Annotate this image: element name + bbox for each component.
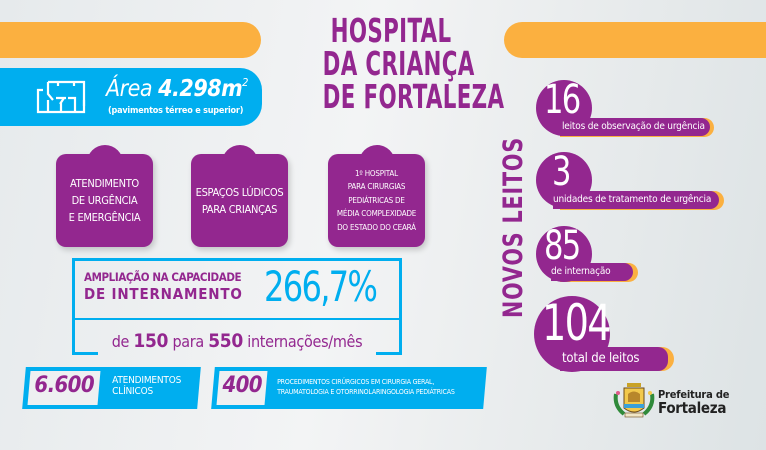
title-line-1: HOSPITAL (330, 11, 452, 50)
feature-card-play-spaces: ESPAÇOS LÚDICOS PARA CRIANÇAS (191, 145, 288, 247)
stat-number: 6.600 (34, 373, 95, 398)
bed-number: 104 (542, 294, 612, 352)
area-subtitle: (pavimentos térreo e superior) (108, 106, 244, 116)
stat-tag-clinical: 6.600 ATENDIMENTOS CLÍNICOS (22, 367, 201, 409)
capacity-percentage: 266,7% (264, 262, 378, 311)
coat-of-arms-icon (613, 383, 655, 418)
capacity-label-line2: DE INTERNAMENTO (84, 285, 243, 303)
bed-label: total de leitos (560, 347, 668, 371)
prefeitura-logo: Prefeitura de Fortaleza (612, 382, 742, 422)
new-beds-heading: NOVOS LEITOS (498, 105, 529, 318)
bed-number: 85 (544, 223, 581, 269)
bed-number: 3 (552, 149, 571, 195)
capacity-frame (72, 258, 402, 320)
orange-bar-left (0, 22, 261, 58)
sub-mid: para (172, 332, 204, 351)
feature-card-text: ESPAÇOS LÚDICOS PARA CRIANÇAS (195, 185, 284, 216)
feature-card-text: ATENDIMENTO DE URGÊNCIA E EMERGÊNCIA (68, 177, 141, 224)
capacity-frame-lower (72, 318, 402, 355)
capacity-label-line1: AMPLIAÇÃO NA CAPACIDADE (84, 270, 242, 284)
area-value: 4.298m (158, 76, 243, 102)
logo-line1: Prefeitura de (658, 388, 730, 401)
area-title: Área 4.298m2 (106, 76, 248, 102)
bed-number: 16 (544, 77, 581, 123)
bed-label: unidades de tratamento de urgência (553, 191, 719, 209)
capacity-from: 150 (133, 330, 169, 352)
bed-label: de internação (551, 263, 633, 281)
sub-prefix: de (111, 332, 130, 351)
new-beds-heading-text: NOVOS LEITOS (498, 136, 529, 318)
frame-corner-left (72, 352, 98, 355)
capacity-subtitle: de 150 para 550 internações/mês (72, 330, 402, 352)
stat-number-box: 6.600 (27, 371, 101, 405)
stat-number: 400 (222, 373, 262, 398)
page-title: HOSPITAL DA CRIANÇA DE FORTALEZA (322, 11, 505, 116)
stat-tag-surgical: 400 PROCEDIMENTOS CIRÚRGICOS EM CIRURGIA… (211, 367, 487, 409)
feature-card-first-hospital: 1º HOSPITAL PARA CIRURGIAS PEDIÁTRICAS D… (328, 145, 425, 247)
title-line-3: DE FORTALEZA (322, 77, 505, 116)
title-line-2: DA CRIANÇA (322, 44, 475, 83)
feature-card-urgency: ATENDIMENTO DE URGÊNCIA E EMERGÊNCIA (56, 145, 153, 247)
logo-line2: Fortaleza (658, 399, 727, 417)
area-unit-sup: 2 (242, 76, 248, 89)
bed-label: leitos de observação de urgência (560, 118, 710, 136)
floor-plan-icon (36, 80, 86, 114)
stat-text: ATENDIMENTOS CLÍNICOS (112, 375, 182, 397)
capacity-to: 550 (208, 330, 243, 352)
sub-suffix: internações/mês (247, 332, 363, 351)
area-label: Área (106, 76, 153, 102)
area-banner: Área 4.298m2 (pavimentos térreo e superi… (0, 68, 262, 126)
feature-card-text: 1º HOSPITAL PARA CIRURGIAS PEDIÁTRICAS D… (336, 168, 417, 232)
stat-text: PROCEDIMENTOS CIRÚRGICOS EM CIRURGIA GER… (277, 378, 455, 396)
orange-bar-right (504, 22, 766, 58)
stat-number-box: 400 (216, 371, 268, 405)
frame-corner-right (376, 352, 402, 355)
